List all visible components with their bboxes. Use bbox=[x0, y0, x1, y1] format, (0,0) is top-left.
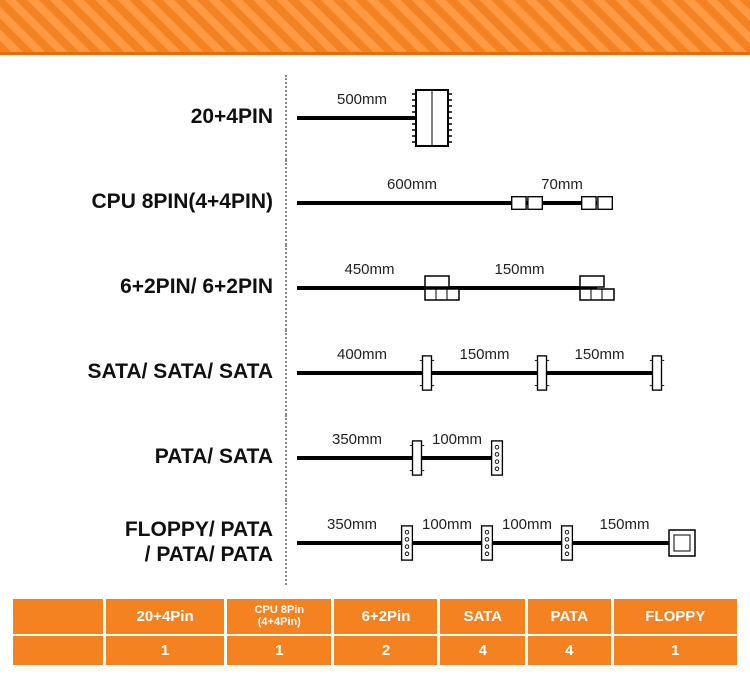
cpu8-connector-icon bbox=[579, 194, 615, 212]
cable-segment bbox=[427, 371, 542, 375]
header-stripe bbox=[0, 0, 750, 55]
cable-segment bbox=[297, 201, 527, 205]
segment-length-label: 450mm bbox=[344, 261, 394, 278]
pata-connector-icon bbox=[479, 525, 495, 561]
cable-segment bbox=[297, 286, 442, 290]
cpu8-connector-icon bbox=[509, 194, 545, 212]
summary-header-cell: FLOPPY bbox=[614, 599, 737, 634]
segment-length-label: 100mm bbox=[432, 431, 482, 448]
pata-connector-icon bbox=[399, 525, 415, 561]
cable-row: CPU 8PIN(4+4PIN) 600mm 70mm bbox=[10, 160, 740, 245]
cable-diagram: 20+4PIN 500mm CPU 8PIN(4+4PIN) 600mm 70mm 6+2… bbox=[0, 55, 750, 677]
summary-count-cell: 4 bbox=[440, 636, 525, 665]
cable-label: CPU 8PIN(4+4PIN) bbox=[10, 190, 285, 215]
cable-row: 6+2PIN/ 6+2PIN 450mm 150mm bbox=[10, 245, 740, 330]
cable-segment bbox=[487, 541, 567, 545]
summary-count-cell: 1 bbox=[614, 636, 737, 665]
cable-label: PATA/ SATA bbox=[10, 445, 285, 470]
segment-length-label: 100mm bbox=[422, 516, 472, 533]
cable-row: 20+4PIN 500mm bbox=[10, 75, 740, 160]
cable-label: 20+4PIN bbox=[10, 105, 285, 130]
cable-area: 350mm 100mm bbox=[287, 415, 740, 500]
segment-length-label: 150mm bbox=[459, 346, 509, 363]
summary-header-cell: CPU 8Pin(4+4Pin) bbox=[227, 599, 331, 634]
segment-length-label: 100mm bbox=[502, 516, 552, 533]
cable-area: 500mm bbox=[287, 75, 740, 160]
cable-row: FLOPPY/ PATA/ PATA/ PATA 350mm 100mm 100mm 1… bbox=[10, 500, 740, 585]
summary-count-cell: 2 bbox=[334, 636, 437, 665]
cable-area: 450mm 150mm bbox=[287, 245, 740, 330]
summary-count-cell: 4 bbox=[528, 636, 611, 665]
summary-count-cell bbox=[13, 636, 103, 665]
pcie-connector-icon bbox=[579, 275, 615, 301]
summary-table: 20+4PinCPU 8Pin(4+4Pin)6+2PinSATAPATAFLO… bbox=[10, 597, 740, 667]
floppy-connector-icon bbox=[668, 529, 696, 557]
cable-segment bbox=[407, 541, 487, 545]
summary-header-cell: SATA bbox=[440, 599, 525, 634]
summary-count-cell: 1 bbox=[106, 636, 224, 665]
cable-label: FLOPPY/ PATA/ PATA/ PATA bbox=[10, 518, 285, 568]
pcie-connector-icon bbox=[424, 275, 460, 301]
summary-header-cell: 6+2Pin bbox=[334, 599, 437, 634]
sata-connector-icon bbox=[409, 440, 425, 476]
cable-segment bbox=[542, 371, 657, 375]
segment-length-label: 350mm bbox=[327, 516, 377, 533]
cable-segment bbox=[417, 456, 497, 460]
cable-segment bbox=[297, 371, 427, 375]
segment-length-label: 150mm bbox=[574, 346, 624, 363]
pata-connector-icon bbox=[559, 525, 575, 561]
segment-length-label: 150mm bbox=[494, 261, 544, 278]
sata-connector-icon bbox=[649, 355, 665, 391]
cable-label: SATA/ SATA/ SATA bbox=[10, 360, 285, 385]
segment-length-label: 70mm bbox=[541, 176, 583, 193]
segment-length-label: 150mm bbox=[599, 516, 649, 533]
segment-length-label: 350mm bbox=[332, 431, 382, 448]
sata-connector-icon bbox=[419, 355, 435, 391]
atx24-connector-icon bbox=[412, 88, 452, 148]
cable-segment bbox=[297, 456, 417, 460]
pata-connector-icon bbox=[489, 440, 505, 476]
cable-segment bbox=[297, 541, 407, 545]
cable-area: 350mm 100mm 100mm 150mm bbox=[287, 500, 740, 585]
segment-length-label: 600mm bbox=[387, 176, 437, 193]
cable-row: PATA/ SATA 350mm 100mm bbox=[10, 415, 740, 500]
cable-segment bbox=[567, 541, 682, 545]
segment-length-label: 500mm bbox=[337, 91, 387, 108]
cable-area: 400mm 150mm 150mm bbox=[287, 330, 740, 415]
segment-length-label: 400mm bbox=[337, 346, 387, 363]
cable-area: 600mm 70mm bbox=[287, 160, 740, 245]
cable-segment bbox=[297, 116, 427, 120]
cable-segment bbox=[442, 286, 597, 290]
sata-connector-icon bbox=[534, 355, 550, 391]
summary-header-cell: 20+4Pin bbox=[106, 599, 224, 634]
summary-header-cell: PATA bbox=[528, 599, 611, 634]
cable-label: 6+2PIN/ 6+2PIN bbox=[10, 275, 285, 300]
summary-header-cell bbox=[13, 599, 103, 634]
cable-row: SATA/ SATA/ SATA 400mm 150mm 150mm bbox=[10, 330, 740, 415]
summary-count-cell: 1 bbox=[227, 636, 331, 665]
